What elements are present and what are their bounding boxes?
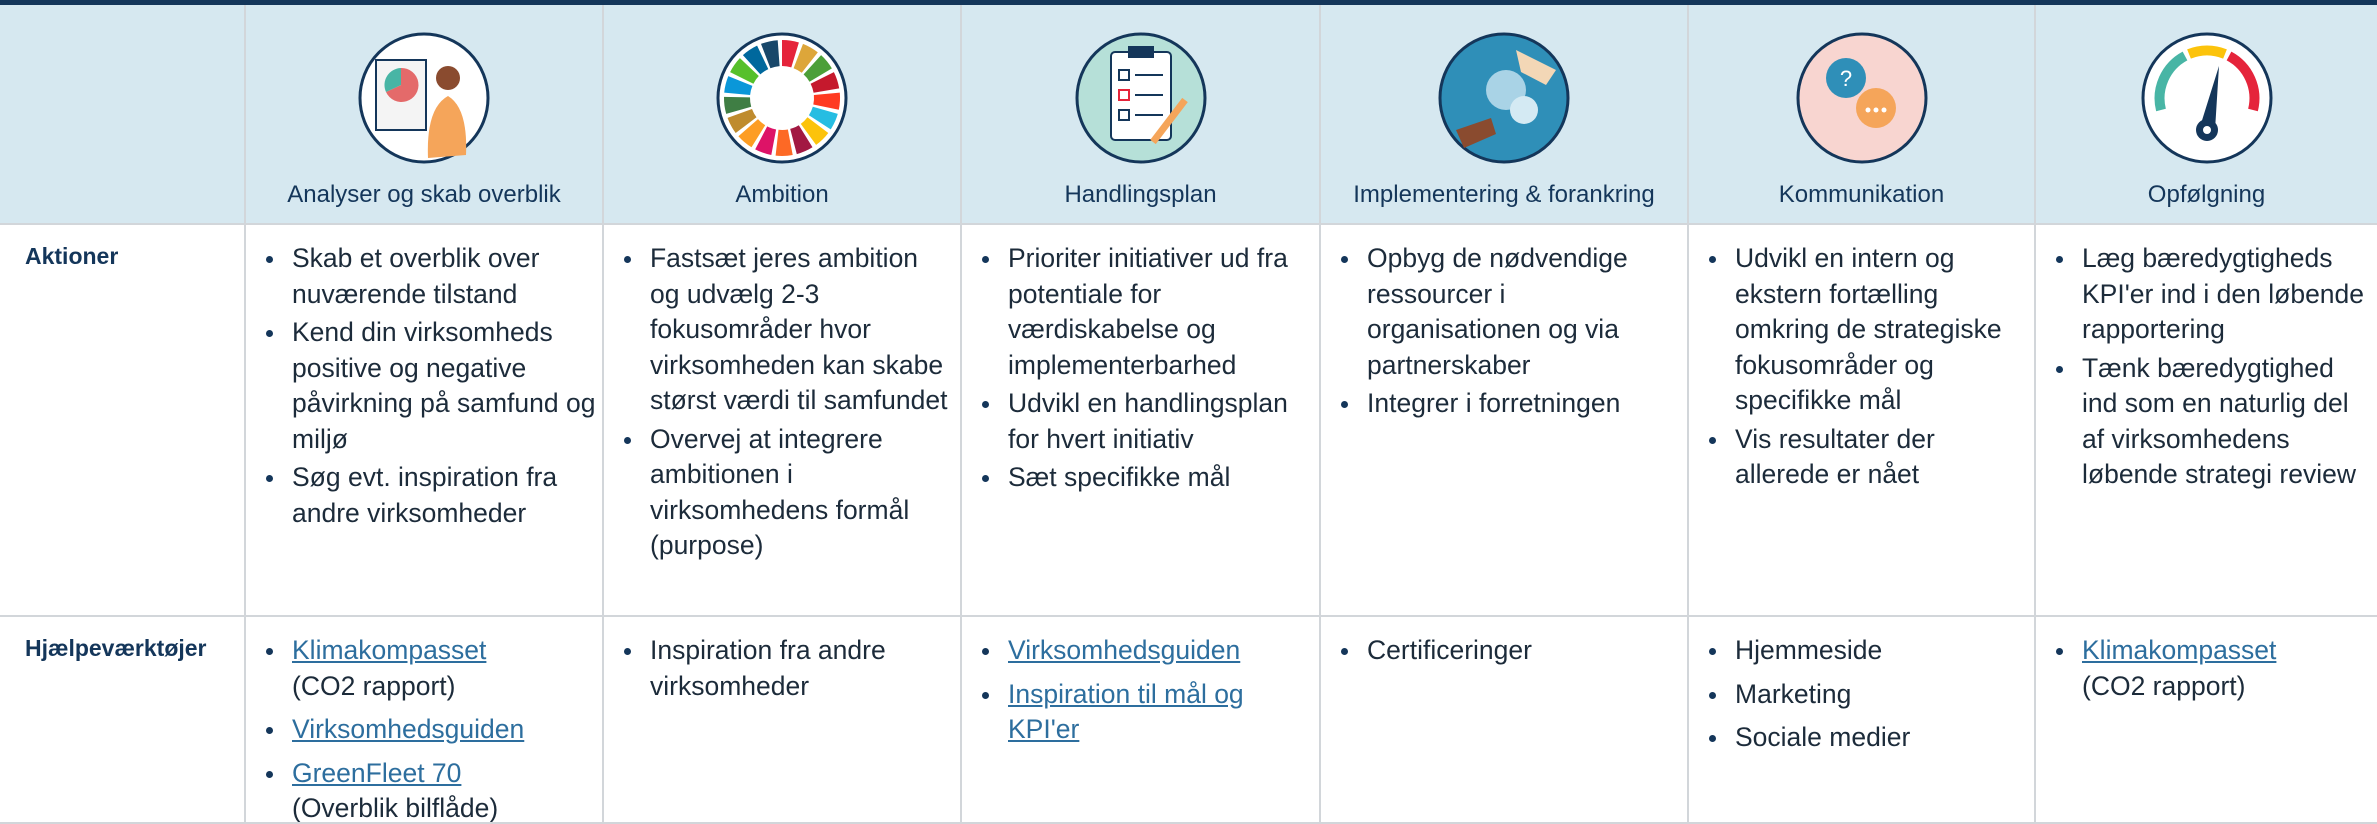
bullet-item: Fastsæt jeres ambition og udvælg 2-3 fok… [650, 241, 954, 419]
bullet-item: Klimakompasset (CO2 rapport) [2082, 633, 2371, 704]
column-icon [356, 30, 492, 166]
column-title: Handlingsplan [962, 181, 1319, 209]
row-cell: Opbyg de nødvendige ressourcer i organis… [1319, 225, 1687, 617]
column-title: Analyser og skab overblik [246, 181, 602, 209]
column-header: Analyser og skab overblik [244, 5, 602, 225]
bullet-item: Klimakompasset (CO2 rapport) [292, 633, 596, 704]
row-label: Hjælpeværktøjer [0, 617, 244, 662]
row-cell: Læg bæredygtigheds KPI'er ind i den løbe… [2034, 225, 2377, 617]
tool-note: (CO2 rapport) [2082, 671, 2245, 701]
row-cell: Hjemmeside Marketing Sociale medier [1687, 617, 2034, 824]
tool-text: Hjemmeside [1735, 635, 1882, 665]
bullet-list: Certificeringer [1321, 617, 1687, 669]
row-cell: Klimakompasset (CO2 rapport) [2034, 617, 2377, 824]
bullet-list: Opbyg de nødvendige ressourcer i organis… [1321, 225, 1687, 422]
bullet-item: Udvikl en intern og ekstern fortælling o… [1735, 241, 2028, 419]
tool-link[interactable]: Klimakompasset [292, 635, 486, 665]
row-cell: Inspiration fra andre virksomheder [602, 617, 960, 824]
bullet-list: Prioriter initiativer ud fra potentiale … [962, 225, 1319, 496]
row-label: Aktioner [0, 225, 244, 270]
bullet-item: Vis resultater der allerede er nået [1735, 422, 2028, 493]
row-cell: Udvikl en intern og ekstern fortælling o… [1687, 225, 2034, 617]
row-cell: Certificeringer [1319, 617, 1687, 824]
bullet-item: Sociale medier [1735, 720, 2028, 756]
bullet-item: Integrer i forretningen [1367, 386, 1681, 422]
bullet-list: Hjemmeside Marketing Sociale medier [1689, 617, 2034, 756]
bullet-list: Udvikl en intern og ekstern fortælling o… [1689, 225, 2034, 493]
column-icon [714, 30, 850, 166]
tool-text: Certificeringer [1367, 635, 1532, 665]
tool-link[interactable]: GreenFleet 70 [292, 758, 461, 788]
column-header: Handlingsplan [960, 5, 1319, 225]
row-label-cell: Aktioner [0, 225, 244, 617]
bullet-item: Læg bæredygtigheds KPI'er ind i den løbe… [2082, 241, 2371, 348]
bullet-item: Certificeringer [1367, 633, 1681, 669]
bullet-item: Inspiration til mål og KPI'er [1008, 677, 1313, 748]
bullet-list: Inspiration fra andre virksomheder [604, 617, 960, 704]
column-header: ? Kommunikation [1687, 5, 2034, 225]
row-cell: Skab et overblik over nuværende tilstand… [244, 225, 602, 617]
bullet-list: Fastsæt jeres ambition og udvælg 2-3 fok… [604, 225, 960, 564]
bullet-item: GreenFleet 70(Overblik bilflåde) [292, 756, 596, 824]
row-cell: Virksomhedsguiden Inspiration til mål og … [960, 617, 1319, 824]
tool-text: Inspiration fra andre virksomheder [650, 635, 886, 701]
bullet-item: Skab et overblik over nuværende tilstand [292, 241, 596, 312]
row-cell: Fastsæt jeres ambition og udvælg 2-3 fok… [602, 225, 960, 617]
bullet-item: Tænk bæredygtighed ind som en naturlig d… [2082, 351, 2371, 493]
bullet-item: Inspiration fra andre virksomheder [650, 633, 954, 704]
bullet-list: Klimakompasset (CO2 rapport) [2036, 617, 2377, 704]
column-icon [1073, 30, 1209, 166]
column-header: Opfølgning [2034, 5, 2377, 225]
column-title: Kommunikation [1689, 181, 2034, 209]
column-icon [1436, 30, 1572, 166]
row-cell: Prioriter initiativer ud fra potentiale … [960, 225, 1319, 617]
bullet-item: Overvej at integrere ambitionen i virkso… [650, 422, 954, 564]
bullet-item: Virksomhedsguiden [292, 712, 596, 748]
tool-text: Sociale medier [1735, 722, 1910, 752]
svg-text:?: ? [1839, 66, 1851, 91]
bullet-item: Søg evt. inspiration fra andre virksomhe… [292, 460, 596, 531]
tool-text: Marketing [1735, 679, 1851, 709]
tool-link[interactable]: Klimakompasset [2082, 635, 2276, 665]
bullet-list: Skab et overblik over nuværende tilstand… [246, 225, 602, 531]
column-icon [2139, 30, 2275, 166]
bullet-item: Opbyg de nødvendige ressourcer i organis… [1367, 241, 1681, 383]
header-corner [0, 5, 244, 225]
bullet-item: Kend din virksomheds positive og negativ… [292, 315, 596, 457]
column-icon: ? [1794, 30, 1930, 166]
bullet-item: Virksomhedsguiden [1008, 633, 1313, 669]
tool-link[interactable]: Virksomhedsguiden [1008, 635, 1240, 665]
column-header: Ambition [602, 5, 960, 225]
column-header: Implementering & forankring [1319, 5, 1687, 225]
column-title: Ambition [604, 181, 960, 209]
bullet-list: Klimakompasset (CO2 rapport) Virksomhedsgu… [246, 617, 602, 824]
column-title: Opfølgning [2036, 181, 2377, 209]
row-cell: Klimakompasset (CO2 rapport) Virksomhedsgu… [244, 617, 602, 824]
tool-link[interactable]: Inspiration til mål og KPI'er [1008, 679, 1244, 745]
column-title: Implementering & forankring [1321, 181, 1687, 209]
tool-note: (CO2 rapport) [292, 671, 455, 701]
row-label-cell: Hjælpeværktøjer [0, 617, 244, 824]
bullet-item: Udvikl en handlingsplan for hvert initia… [1008, 386, 1313, 457]
bullet-list: Læg bæredygtigheds KPI'er ind i den løbe… [2036, 225, 2377, 493]
bullet-item: Marketing [1735, 677, 2028, 713]
bullet-item: Prioriter initiativer ud fra potentiale … [1008, 241, 1313, 383]
bullet-item: Hjemmeside [1735, 633, 2028, 669]
bullet-list: Virksomhedsguiden Inspiration til mål og … [962, 617, 1319, 748]
bullet-item: Sæt specifikke mål [1008, 460, 1313, 496]
tool-link[interactable]: Virksomhedsguiden [292, 714, 524, 744]
